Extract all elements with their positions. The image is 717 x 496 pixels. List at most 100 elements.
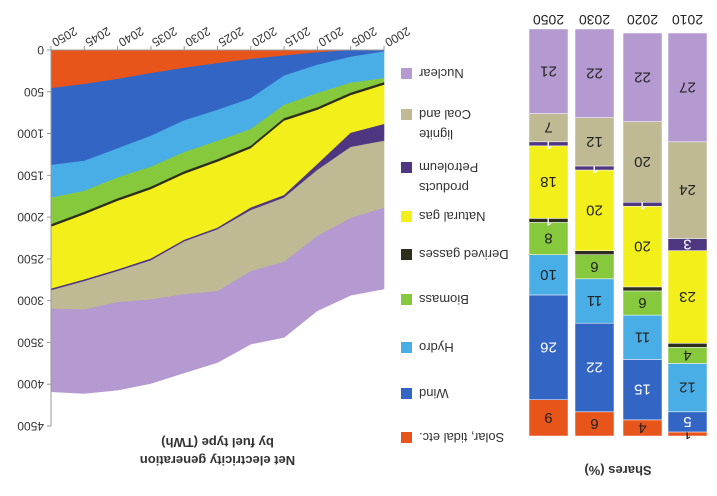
bar-column-2020: 4 15 11 6 20 1 20 22 bbox=[622, 32, 663, 437]
bar-value-label: 20 bbox=[634, 238, 651, 255]
bar-segment-hydro-2010 bbox=[667, 363, 708, 413]
bar-value-label: 21 bbox=[540, 62, 557, 79]
bar-column-2010: 15 12 4 23 3 24 27 bbox=[667, 32, 708, 442]
bar-segment-hydro-2050 bbox=[528, 254, 569, 296]
bar-value-label: 18 bbox=[540, 173, 557, 190]
bar-value-label: 20 bbox=[634, 153, 651, 170]
bar-value-label: 6 bbox=[590, 415, 598, 432]
bar-segment-natural-gas-2020 bbox=[622, 206, 663, 288]
shares-title: Shares (%) bbox=[584, 463, 651, 478]
bar-year-label: 2010 bbox=[672, 12, 703, 28]
y-tick-label: 1500 bbox=[17, 168, 44, 182]
bar-stacks: 1512423324274151162012022622116201122292… bbox=[528, 28, 708, 442]
bar-value-label: 5 bbox=[683, 413, 691, 430]
bar-segment-wind-2020 bbox=[622, 359, 663, 421]
bar-value-label: 11 bbox=[635, 328, 651, 345]
bar-year-label: 2050 bbox=[533, 12, 564, 28]
legend-swatch-petroleum bbox=[401, 162, 412, 173]
y-tick-label: 1000 bbox=[17, 127, 44, 141]
bar-value-label: 3 bbox=[683, 236, 691, 253]
bar-value-label: 12 bbox=[586, 133, 603, 150]
bar-year-headers: 2010 2020 2030 2050 bbox=[533, 12, 703, 28]
legend-swatch-derived-gasses bbox=[401, 249, 412, 260]
chart-title: Net electricity generation bbox=[140, 453, 295, 468]
y-tick-label: 2500 bbox=[17, 252, 44, 266]
legend-item-petroleum: Petroleum products bbox=[401, 160, 478, 195]
bar-segment-biomass-2050 bbox=[528, 222, 569, 255]
chart-subtitle: by fuel type (TWh) bbox=[161, 435, 274, 450]
bar-segment-solar-tidal-etc-2030 bbox=[574, 411, 615, 437]
bar-value-label: 15 bbox=[634, 381, 651, 398]
bar-value-label: 9 bbox=[544, 409, 552, 426]
y-tick-label: 3000 bbox=[17, 294, 44, 308]
legend: Nuclear Coal and lignite Petroleum products N… bbox=[401, 66, 509, 445]
bar-segment-hydro-2020 bbox=[622, 314, 663, 360]
area-chart: 0500100015002000250030003500400045002000… bbox=[17, 24, 413, 468]
legend-swatch-coal-and-lignite bbox=[401, 109, 412, 120]
legend-item-solar-tidal-etc: Solar, tidal etc. bbox=[401, 430, 504, 445]
legend-swatch-solar-tidal-etc bbox=[401, 432, 412, 443]
legend-label: Petroleum bbox=[419, 160, 478, 175]
legend-label: Wind bbox=[419, 386, 449, 401]
bar-value-label: 27 bbox=[679, 78, 696, 95]
bar-segment-nuclear-2030 bbox=[574, 28, 615, 118]
bar-segment-derived-gasses-2030 bbox=[574, 250, 615, 255]
bar-value-label: 1 bbox=[683, 425, 691, 442]
bar-segment-derived-gasses-2020 bbox=[622, 286, 663, 292]
legend-item-natural-gas: Natural gas bbox=[401, 209, 485, 224]
bar-column-2030: 6 22 11 6 20 1 12 22 bbox=[574, 28, 615, 437]
legend-item-derived-gasses: Derived gasses bbox=[401, 247, 509, 262]
legend-label: Derived gasses bbox=[419, 247, 509, 262]
bar-value-label: 23 bbox=[679, 288, 696, 305]
bar-segment-natural-gas-2050 bbox=[528, 145, 569, 219]
bar-value-label: 22 bbox=[634, 68, 651, 85]
legend-label: Natural gas bbox=[419, 209, 486, 224]
bar-value-label: 1 bbox=[544, 211, 552, 228]
bar-value-label: 1 bbox=[544, 135, 552, 152]
legend-swatch-nuclear bbox=[401, 68, 412, 79]
legend-label: products bbox=[419, 180, 469, 195]
legend-item-hydro: Hydro bbox=[401, 340, 454, 355]
bar-segment-coal-and-lignite-2010 bbox=[667, 141, 708, 239]
legend-item-nuclear: Nuclear bbox=[401, 66, 464, 81]
bar-value-label: 1 bbox=[638, 195, 646, 212]
bar-segment-hydro-2030 bbox=[574, 278, 615, 324]
bar-value-label: 1 bbox=[590, 159, 598, 176]
y-tick-label: 0 bbox=[37, 43, 44, 57]
bar-segment-natural-gas-2030 bbox=[574, 169, 615, 251]
bar-value-label: 4 bbox=[638, 419, 646, 436]
bar-segment-coal-and-lignite-2030 bbox=[574, 117, 615, 167]
y-tick-label: 4500 bbox=[17, 419, 44, 433]
legend-swatch-hydro bbox=[401, 342, 412, 353]
legend-swatch-natural-gas bbox=[401, 211, 412, 222]
bar-segment-nuclear-2050 bbox=[528, 28, 569, 114]
y-tick-label: 3500 bbox=[17, 335, 44, 349]
legend-label: Biomass bbox=[419, 292, 469, 307]
bar-year-label: 2020 bbox=[627, 12, 658, 28]
bar-value-label: 6 bbox=[638, 294, 646, 311]
bar-segment-coal-and-lignite-2050 bbox=[528, 113, 569, 143]
bar-year-label: 2030 bbox=[579, 12, 610, 28]
bar-segment-coal-and-lignite-2020 bbox=[622, 121, 663, 203]
legend-item-wind: Wind bbox=[401, 386, 449, 401]
bar-value-label: 7 bbox=[544, 119, 552, 136]
bar-value-label: 6 bbox=[590, 258, 598, 275]
bar-segment-wind-2030 bbox=[574, 322, 615, 413]
bar-segment-nuclear-2010 bbox=[667, 32, 708, 143]
bar-value-label: 12 bbox=[679, 379, 696, 396]
y-tick-label: 500 bbox=[24, 85, 44, 99]
legend-swatch-biomass bbox=[401, 294, 412, 305]
bar-segment-derived-gasses-2010 bbox=[667, 343, 708, 348]
legend-item-coal-and-lignite: Coal and lignite bbox=[401, 107, 471, 142]
bar-value-label: 11 bbox=[587, 292, 603, 309]
legend-item-biomass: Biomass bbox=[401, 292, 469, 307]
bar-value-label: 26 bbox=[540, 338, 557, 355]
legend-label: Coal and bbox=[419, 107, 471, 122]
y-tick-label: 4000 bbox=[17, 377, 44, 391]
legend-swatch-wind bbox=[401, 388, 412, 399]
bar-value-label: 20 bbox=[586, 201, 603, 218]
